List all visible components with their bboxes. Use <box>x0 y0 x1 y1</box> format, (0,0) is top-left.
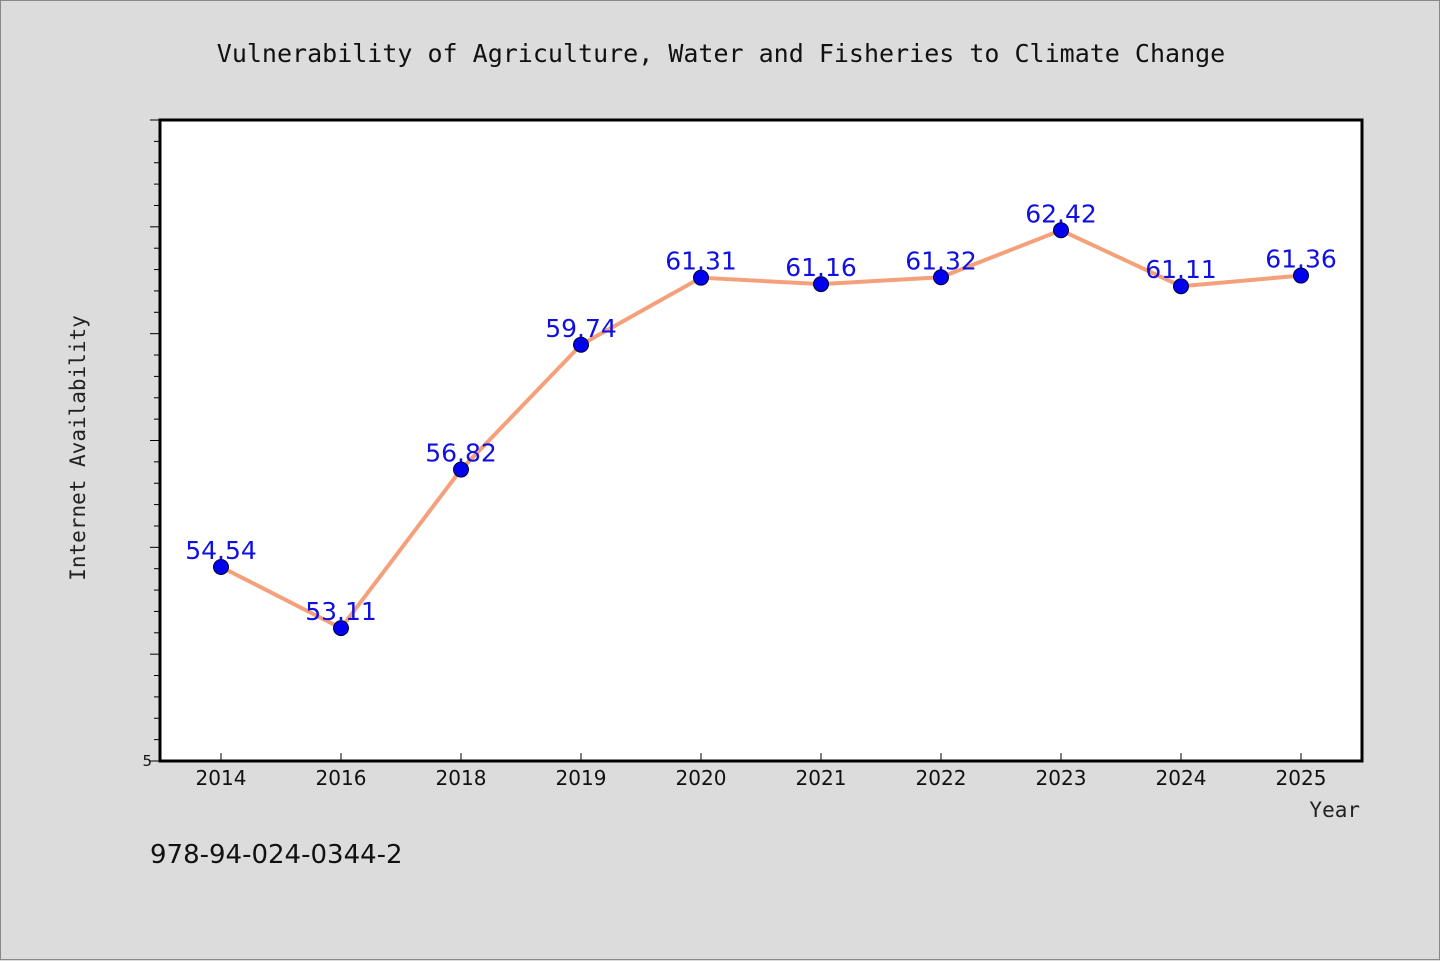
data-label-2024: 61.11 <box>1145 255 1217 284</box>
x-tick-label-2023: 2023 <box>1036 766 1087 790</box>
x-tick-label-2024: 2024 <box>1156 766 1207 790</box>
data-point-2014 <box>213 558 229 575</box>
data-point-2020 <box>693 269 709 286</box>
data-labels: 54.54 53.11 56.82 59.74 61.31 61.16 61.32 62.42… <box>185 199 1337 626</box>
data-label-2021: 61.16 <box>785 253 857 282</box>
data-point-2018 <box>453 461 469 478</box>
y-axis-title: Internet Availability <box>66 315 90 581</box>
plot-area <box>158 118 1364 763</box>
x-tick-label-2021: 2021 <box>796 766 847 790</box>
x-axis-title: Year <box>1309 798 1360 822</box>
data-series <box>213 222 1309 637</box>
y-axis-ticks: 5 <box>142 119 160 770</box>
data-point-2022 <box>933 269 949 286</box>
x-tick-label-2025: 2025 <box>1276 766 1327 790</box>
isbn-footer: 978-94-024-0344-2 <box>150 840 403 870</box>
data-point-2016 <box>333 620 349 637</box>
data-label-2023: 62.42 <box>1025 199 1097 228</box>
data-label-2022: 61.32 <box>905 246 977 275</box>
x-tick-label-2022: 2022 <box>916 766 967 790</box>
x-tick-label-2016: 2016 <box>316 766 367 790</box>
series-line <box>220 228 1302 631</box>
x-tick-label-2018: 2018 <box>436 766 487 790</box>
y-tick-label: 5 <box>142 752 152 770</box>
data-label-2025: 61.36 <box>1265 245 1337 274</box>
data-label-2016: 53.11 <box>305 597 377 626</box>
data-point-2019 <box>573 336 589 353</box>
x-tick-label-2020: 2020 <box>676 766 727 790</box>
x-axis-ticks: 2014 2016 2018 2019 2020 2021 2022 2023 2024 2025 <box>196 753 1327 790</box>
data-point-2023 <box>1053 222 1069 239</box>
data-label-2014: 54.54 <box>185 536 257 565</box>
data-point-2024 <box>1173 278 1189 295</box>
chart-title: Vulnerability of Agriculture, Water and … <box>217 39 1225 68</box>
x-tick-label-2019: 2019 <box>556 766 607 790</box>
data-label-2019: 59.74 <box>545 314 617 343</box>
data-label-2020: 61.31 <box>665 247 737 276</box>
data-point-2025 <box>1293 267 1309 284</box>
data-label-2018: 56.82 <box>425 439 497 468</box>
x-tick-label-2014: 2014 <box>196 766 247 790</box>
data-point-2021 <box>813 276 829 293</box>
